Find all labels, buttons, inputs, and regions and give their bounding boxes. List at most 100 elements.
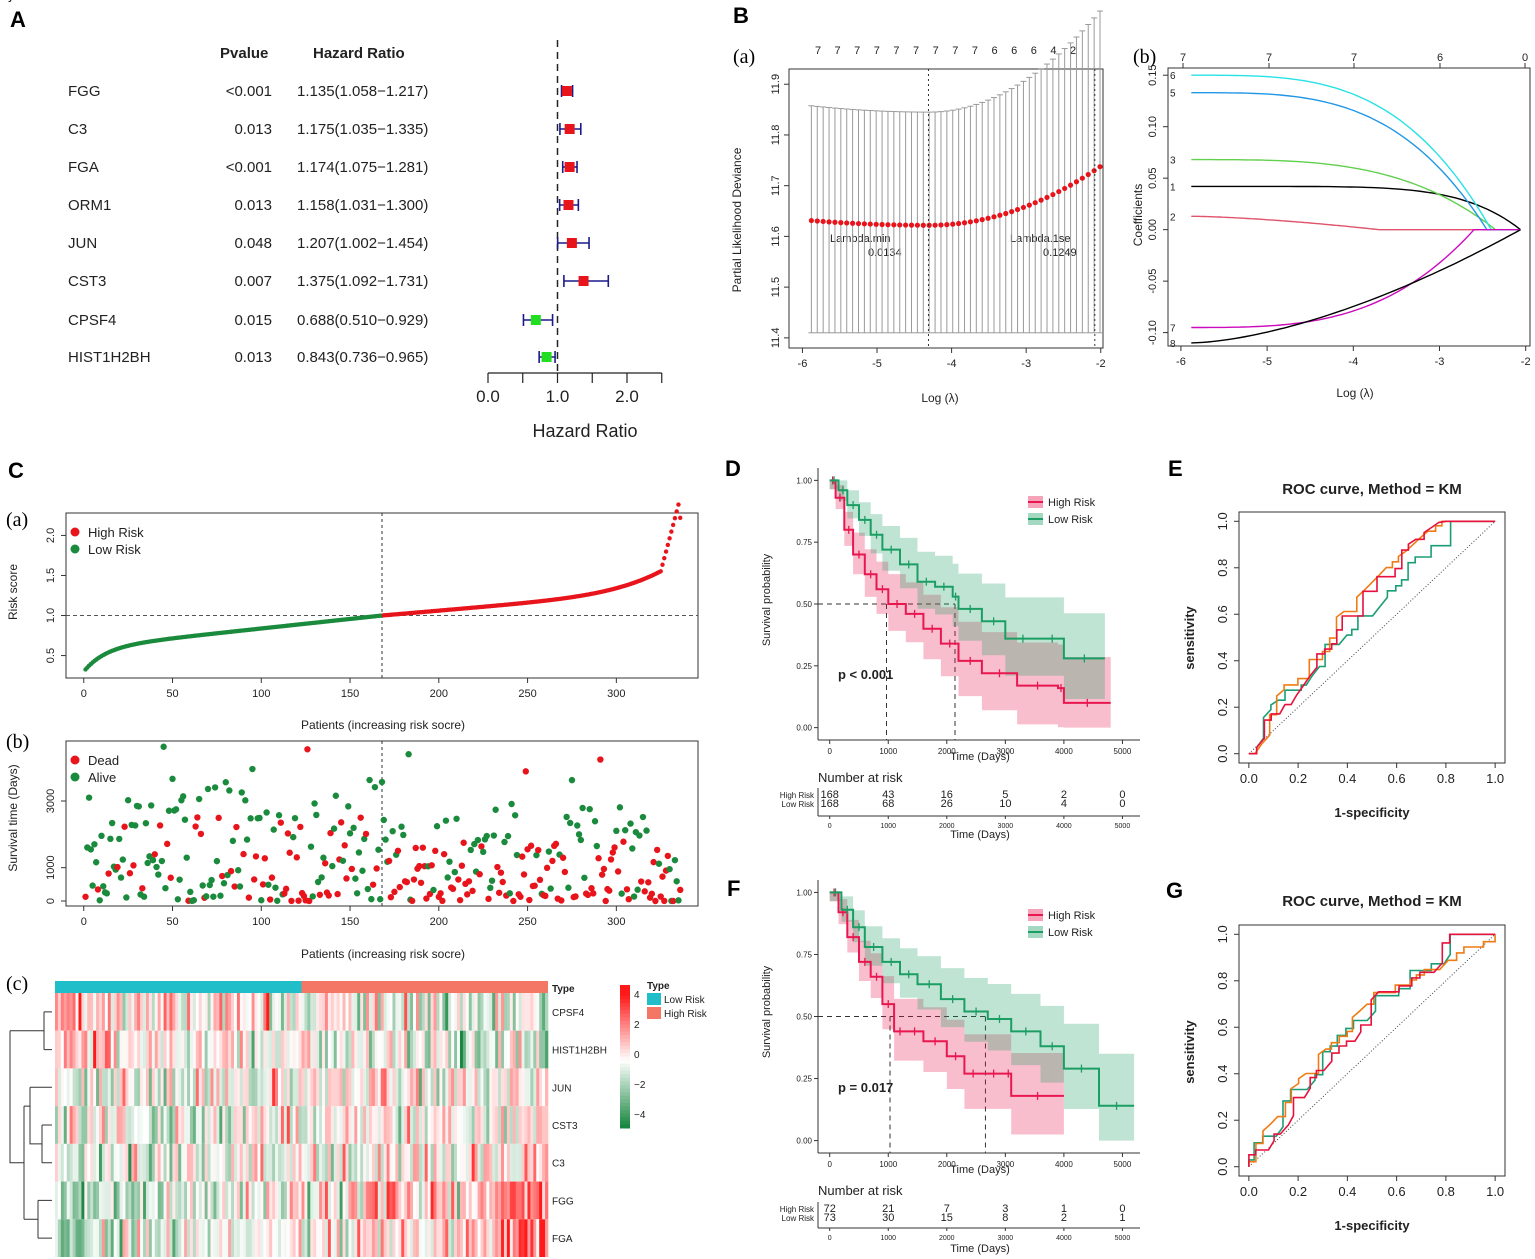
heatmap-cell bbox=[257, 1143, 261, 1182]
heatmap-cell bbox=[295, 993, 299, 1031]
heatmap-cell bbox=[503, 1106, 508, 1144]
heatmap-cell bbox=[436, 1219, 440, 1257]
heatmap-cell bbox=[143, 1143, 147, 1182]
survival-point bbox=[156, 822, 164, 829]
Cb-ylabel: Survival time (Days) bbox=[6, 764, 20, 871]
heatmap-cell bbox=[404, 993, 408, 1031]
heatmap-cell bbox=[430, 1068, 434, 1107]
heatmap-cell bbox=[81, 1143, 85, 1182]
heatmap-cell bbox=[515, 1068, 519, 1107]
heatmap-cell bbox=[292, 1143, 296, 1182]
x-tick-label: 0.0 bbox=[1240, 1184, 1258, 1199]
y-tick-label: 0.6 bbox=[1215, 1018, 1230, 1036]
survival-point bbox=[119, 856, 127, 863]
heatmap-cell bbox=[90, 1143, 94, 1182]
survival-point bbox=[677, 886, 684, 894]
heatmap-cell bbox=[386, 993, 390, 1031]
roc-plot-test: ROC curve, Method = KM sensitivity 1-spe… bbox=[0, 0, 1506, 1233]
hr-marker bbox=[563, 200, 574, 210]
heatmap-cell bbox=[104, 1106, 109, 1144]
heatmap-cell bbox=[348, 1219, 352, 1257]
heatmap-cell bbox=[166, 1068, 170, 1107]
heatmap-cell bbox=[506, 1106, 511, 1144]
x-tick-label: 1000 bbox=[879, 1160, 897, 1169]
heatmap-cell bbox=[275, 1181, 279, 1220]
heatmap-cell bbox=[280, 1219, 285, 1257]
survival-point bbox=[105, 870, 112, 877]
heatmap-cell bbox=[96, 993, 100, 1031]
heatmap-cell bbox=[131, 1106, 135, 1144]
survival-point bbox=[458, 862, 466, 869]
lambda-1se-label: Lambda.1se bbox=[1010, 233, 1071, 245]
heatmap-cell bbox=[234, 1143, 238, 1182]
survival-point bbox=[229, 837, 237, 845]
heatmap-cell bbox=[377, 993, 382, 1031]
heatmap-cell bbox=[389, 1030, 393, 1069]
heatmap-cell bbox=[404, 1219, 408, 1257]
survival-point bbox=[144, 859, 151, 867]
heatmap-cell bbox=[545, 1143, 549, 1182]
heatmap-cell bbox=[125, 1143, 129, 1182]
legend-high-text-heatmap: High Risk bbox=[664, 1009, 708, 1020]
heatmap-cell bbox=[154, 1068, 158, 1107]
heatmap-cell bbox=[518, 1106, 522, 1144]
survival-point bbox=[442, 817, 450, 824]
survival-point bbox=[284, 830, 292, 837]
heatmap-cell bbox=[509, 1106, 514, 1144]
survival-point bbox=[549, 857, 556, 865]
heatmap-cell bbox=[333, 1219, 338, 1257]
heatmap-cell bbox=[304, 1030, 308, 1069]
survival-point bbox=[416, 862, 423, 870]
heatmap-cell bbox=[427, 1181, 431, 1220]
heatmap-cell bbox=[368, 1219, 373, 1257]
heatmap-cell bbox=[363, 1219, 367, 1257]
heatmap-cell bbox=[101, 993, 106, 1031]
heatmap-cell bbox=[298, 1106, 302, 1144]
panel-G-label: G bbox=[1166, 878, 1183, 903]
heatmap-cell bbox=[163, 1143, 167, 1182]
heatmap-cell bbox=[169, 1143, 173, 1182]
heatmap-cell bbox=[236, 1219, 241, 1257]
heatmap-cell bbox=[333, 1030, 338, 1069]
heatmap-cell bbox=[366, 993, 370, 1031]
heatmap-cell bbox=[351, 1068, 355, 1107]
heatmap-cell bbox=[151, 1106, 156, 1144]
heatmap-cell bbox=[404, 1030, 408, 1069]
heatmap-cell bbox=[242, 1068, 247, 1107]
survival-point bbox=[566, 819, 574, 827]
survival-point bbox=[495, 889, 503, 896]
heatmap-cell bbox=[128, 1068, 132, 1107]
heatmap-cell bbox=[125, 1106, 129, 1144]
heatmap-cell bbox=[465, 1143, 470, 1182]
heatmap-cell bbox=[266, 1181, 270, 1220]
y-tick-label: -0.05 bbox=[1147, 269, 1159, 294]
heatmap-cell bbox=[501, 993, 505, 1031]
heatmap-cell bbox=[319, 993, 323, 1031]
heatmap-cell bbox=[189, 993, 194, 1031]
survival-point bbox=[206, 881, 213, 889]
ci-band bbox=[829, 480, 1111, 728]
survival-point bbox=[233, 823, 240, 831]
heatmap-cell bbox=[172, 1068, 176, 1107]
x-tick-label: 1.0 bbox=[1486, 771, 1504, 786]
heatmap-cell bbox=[178, 1068, 182, 1107]
heatmap-cell bbox=[477, 1181, 481, 1220]
heatmap-cell bbox=[301, 1068, 305, 1107]
heatmap-cell bbox=[468, 1219, 472, 1257]
heatmap-cell bbox=[468, 1106, 472, 1144]
heatmap-cell bbox=[486, 993, 490, 1031]
cv-point bbox=[1079, 175, 1085, 181]
heatmap-cell bbox=[330, 1181, 335, 1220]
heatmap-cell bbox=[424, 1068, 428, 1107]
heatmap-cell bbox=[310, 1030, 314, 1069]
heatmap-cell bbox=[319, 1181, 323, 1220]
x-tick-label: 0.0 bbox=[476, 387, 500, 406]
risk-high-count: 5 bbox=[1002, 789, 1008, 801]
heatmap-cell bbox=[483, 1030, 487, 1069]
heatmap-cell bbox=[468, 1181, 472, 1220]
heatmap-cell bbox=[377, 1219, 382, 1257]
heatmap-cell bbox=[280, 993, 285, 1031]
heatmap-cell bbox=[248, 1219, 252, 1257]
roc-curve bbox=[1248, 933, 1496, 1167]
survival-point bbox=[645, 879, 652, 886]
